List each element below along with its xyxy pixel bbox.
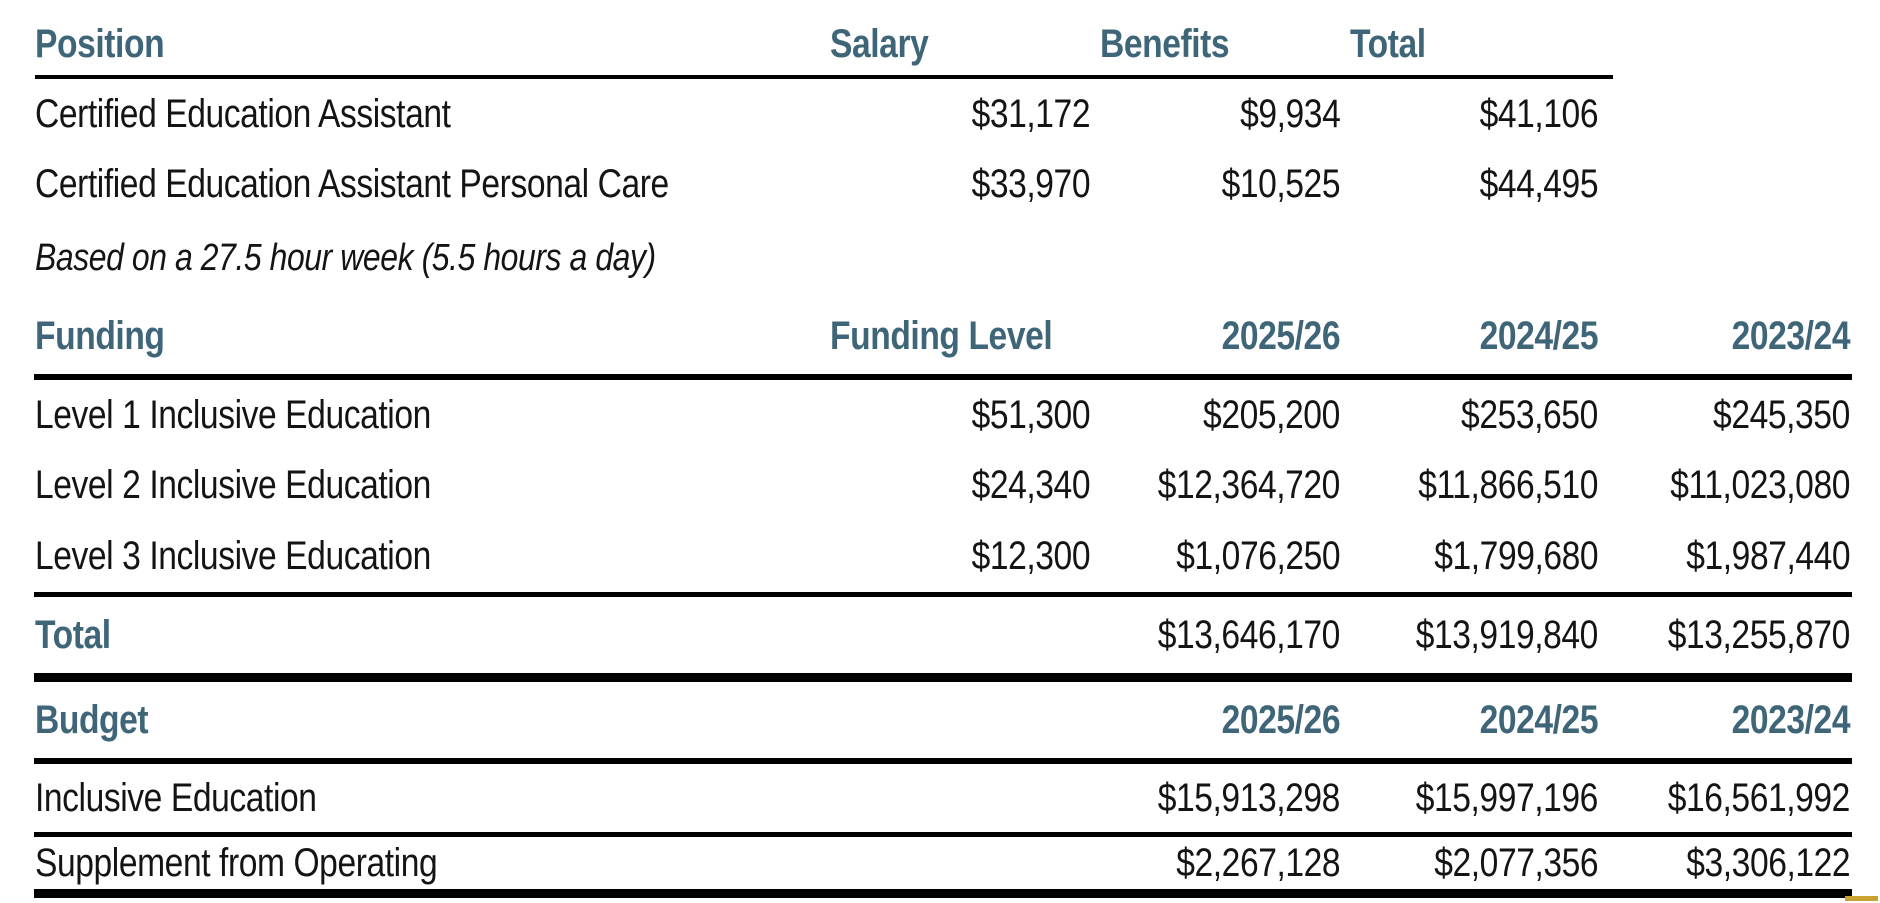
budget-header-budget: Budget [35,697,149,742]
table-row: Level 3 Inclusive Education $12,300 $1,0… [0,520,1880,592]
funding-header-2023-24: 2023/24 [1731,313,1850,358]
year-2023-24-value: $11,023,080 [1670,462,1850,507]
budget-header-row: Budget 2025/26 2024/25 2023/24 [0,682,1880,758]
year-2023-24-value: $245,350 [1713,392,1850,437]
positions-header-salary: Salary [830,22,929,66]
positions-header-rule [35,75,1613,79]
row-label: Inclusive Education [35,775,317,820]
year-2025-26-value: $13,646,170 [1157,612,1341,657]
budget-row-divider-rule [34,832,1852,837]
row-label: Certified Education Assistant [35,91,451,136]
section-divider-rule [34,673,1852,682]
row-label: Level 3 Inclusive Education [35,533,431,578]
salary-value: $33,970 [971,161,1090,206]
funding-header-row: Funding Funding Level 2025/26 2024/25 20… [0,298,1880,374]
funding-header-funding: Funding [35,313,165,358]
year-2023-24-value: $16,561,992 [1667,775,1851,820]
year-2024-25-value: $15,997,196 [1415,775,1599,820]
year-2024-25-value: $1,799,680 [1434,533,1598,578]
year-2025-26-value: $205,200 [1203,392,1340,437]
hours-note: Based on a 27.5 hour week (5.5 hours a d… [35,237,656,279]
funding-total-row: Total $13,646,170 $13,919,840 $13,255,87… [0,597,1880,673]
year-2024-25-value: $11,866,510 [1418,462,1598,507]
total-value: $44,495 [1479,161,1598,206]
funding-level-value: $51,300 [971,392,1090,437]
table-row: Inclusive Education $15,913,298 $15,997,… [0,764,1880,832]
positions-header-position: Position [35,22,165,66]
salary-value: $31,172 [971,91,1090,136]
funding-header-2025-26: 2025/26 [1221,313,1340,358]
funding-header-funding-level: Funding Level [830,313,1053,358]
table-row: Level 1 Inclusive Education $51,300 $205… [0,380,1880,450]
funding-level-value: $24,340 [971,462,1090,507]
row-label: Level 2 Inclusive Education [35,462,431,507]
year-2025-26-value: $12,364,720 [1157,462,1341,507]
funding-header-2024-25: 2024/25 [1479,313,1598,358]
hours-note-row: Based on a 27.5 hour week (5.5 hours a d… [0,219,1880,298]
year-2024-25-value: $253,650 [1461,392,1598,437]
budget-header-rule [34,758,1852,764]
table-row: Certified Education Assistant Personal C… [0,149,1880,219]
year-2025-26-value: $1,076,250 [1176,533,1340,578]
row-label: Certified Education Assistant Personal C… [35,161,669,206]
benefits-value: $9,934 [1239,91,1341,136]
budget-header-2023-24: 2023/24 [1731,697,1850,742]
bottom-rule [34,889,1852,898]
budget-header-2024-25: 2024/25 [1479,697,1598,742]
year-2025-26-value: $15,913,298 [1157,775,1341,820]
funding-total-label: Total [35,612,111,657]
gold-corner-mark [1845,896,1878,901]
row-label: Level 1 Inclusive Education [35,392,431,437]
positions-header-row: Position Salary Benefits Total [0,0,1880,75]
table-row: Supplement from Operating $2,267,128 $2,… [0,837,1880,889]
year-2023-24-value: $1,987,440 [1686,533,1850,578]
row-label: Supplement from Operating [35,840,438,885]
funding-header-rule [34,374,1852,380]
positions-header-benefits: Benefits [1100,22,1230,66]
funding-level-value: $12,300 [971,533,1090,578]
positions-header-total: Total [1350,22,1426,66]
benefits-value: $10,525 [1221,161,1340,206]
total-value: $41,106 [1479,91,1598,136]
table-row: Certified Education Assistant $31,172 $9… [0,79,1880,149]
year-2023-24-value: $3,306,122 [1686,840,1850,885]
year-2023-24-value: $13,255,870 [1667,612,1851,657]
funding-total-rule [34,592,1852,597]
table-row: Level 2 Inclusive Education $24,340 $12,… [0,450,1880,520]
year-2024-25-value: $13,919,840 [1415,612,1599,657]
budget-header-2025-26: 2025/26 [1221,697,1340,742]
year-2024-25-value: $2,077,356 [1434,840,1598,885]
year-2025-26-value: $2,267,128 [1176,840,1340,885]
